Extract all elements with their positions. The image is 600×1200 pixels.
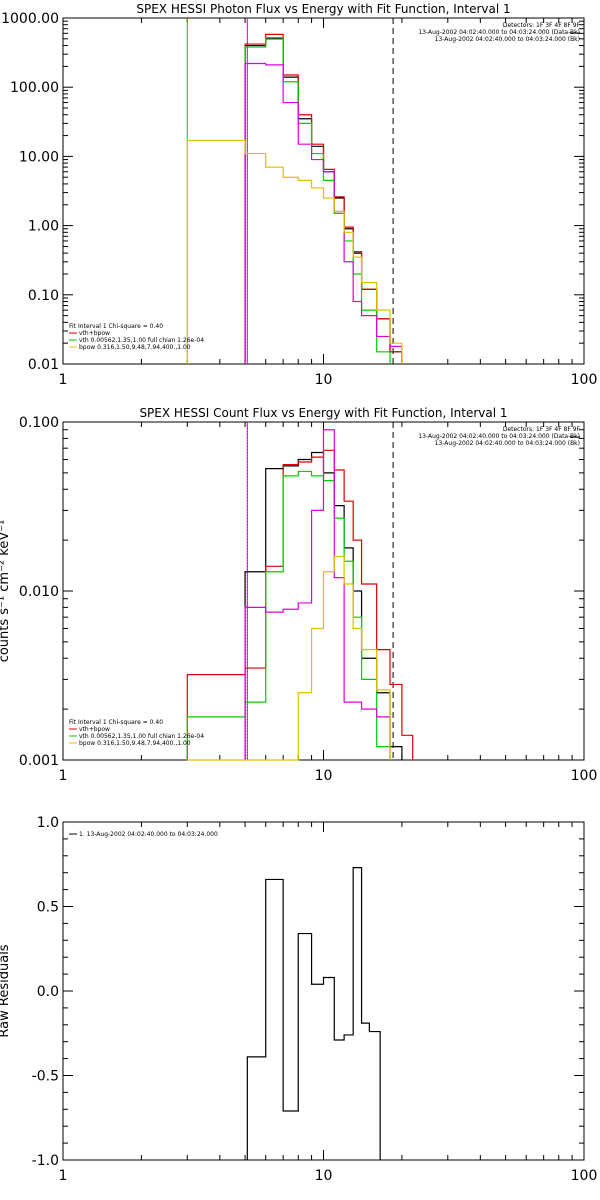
legend-entry: vth 0.00562,1.35,1.00 full chian 1.26e-0… bbox=[79, 733, 204, 740]
info-line: 13-Aug-2002 04:02:40.000 to 04:03:24.000… bbox=[435, 36, 580, 43]
series-line-vth bbox=[186, 470, 391, 760]
plot-frame bbox=[62, 821, 585, 1161]
x-tick-label: 100 bbox=[571, 1168, 598, 1184]
series-line-bkg bbox=[244, 62, 403, 364]
y-tick-label: 0.01 bbox=[28, 357, 59, 373]
x-tick-label: 10 bbox=[315, 768, 333, 784]
y-axis-label: counts s⁻¹ cm⁻² keV⁻¹ bbox=[0, 520, 12, 663]
chart-title: SPEX HESSI Photon Flux vs Energy with Fi… bbox=[136, 2, 510, 16]
y-tick-label: 1.00 bbox=[28, 219, 59, 235]
y-tick-label: -0.5 bbox=[32, 1069, 59, 1085]
y-tick-label: 100.00 bbox=[10, 80, 59, 96]
y-tick-label: 0.10 bbox=[28, 288, 59, 304]
y-tick-label: 1.0 bbox=[37, 815, 59, 831]
legend-entry: 1. 13-Aug-2002 04:02:40.000 to 04:03:24.… bbox=[79, 831, 218, 838]
info-line: 13-Aug-2002 04:02:40.000 to 04:03:24.000… bbox=[435, 440, 580, 447]
x-tick-label: 10 bbox=[315, 1168, 333, 1184]
chart-panel-1: SPEX HESSI Photon Flux vs Energy with Fi… bbox=[1, 2, 597, 388]
chart-title: SPEX HESSI Count Flux vs Energy with Fit… bbox=[139, 406, 507, 420]
legend-entry: bpow 0.316,1.50,9.48,7.94,400.,1.00 bbox=[79, 344, 191, 351]
x-tick-label: 1 bbox=[59, 768, 68, 784]
x-tick-label: 1 bbox=[59, 1168, 68, 1184]
legend-entry: vth+bpow bbox=[79, 726, 110, 733]
series-line-data bbox=[246, 867, 381, 1160]
y-tick-label: -1.0 bbox=[32, 1153, 59, 1169]
y-tick-label: 0.001 bbox=[19, 753, 59, 769]
series-line-bkg bbox=[244, 429, 391, 760]
series-line-vth bbox=[244, 37, 391, 364]
y-tick-label: 0.5 bbox=[37, 900, 59, 916]
y-tick-label: 1000.00 bbox=[1, 11, 59, 27]
y-axis-label: Raw Residuals bbox=[0, 944, 12, 1037]
series-line-total bbox=[244, 33, 403, 364]
y-tick-label: 0.0 bbox=[37, 984, 59, 1000]
x-tick-label: 100 bbox=[571, 768, 598, 784]
legend-entry: vth 0.00562,1.35,1.00 full chian 1.26e-0… bbox=[79, 337, 204, 344]
info-line: 13-Aug-2002 04:02:40.000 to 04:03:24.000… bbox=[418, 29, 580, 36]
info-line: Detectors: 1F 3F 4F 8F 9F bbox=[503, 22, 581, 29]
x-tick-label: 100 bbox=[571, 372, 598, 388]
info-line: Detectors: 1F 3F 4F 8F 9F bbox=[503, 426, 581, 433]
y-tick-label: 0.100 bbox=[19, 415, 59, 431]
info-line: 13-Aug-2002 04:02:40.000 to 04:03:24.000… bbox=[418, 433, 580, 440]
chart-panel-2: SPEX HESSI Count Flux vs Energy with Fit… bbox=[0, 406, 597, 784]
series-line-total bbox=[186, 449, 414, 760]
legend-entry: Fit Interval 1 Chi-square = 0.40 bbox=[69, 719, 163, 726]
y-tick-label: 0.010 bbox=[19, 584, 59, 600]
chart-panel-3: Raw Residuals 1 10 100 -1.0 -0.5 0.0 0.5 1.0 1. 1… bbox=[0, 815, 597, 1184]
series-line-data bbox=[244, 38, 403, 364]
y-tick-label: 10.00 bbox=[19, 149, 59, 165]
series-line-bpow bbox=[187, 555, 391, 761]
x-tick-label: 10 bbox=[315, 372, 333, 388]
series-line-bpow bbox=[186, 139, 403, 364]
legend-entry: Fit Interval 1 Chi-square = 0.40 bbox=[69, 323, 163, 330]
legend-entry: bpow 0.316,1.50,9.48,7.94,400.,1.00 bbox=[79, 740, 191, 747]
legend-entry: vth+bpow bbox=[79, 330, 110, 337]
x-tick-label: 1 bbox=[59, 372, 68, 388]
